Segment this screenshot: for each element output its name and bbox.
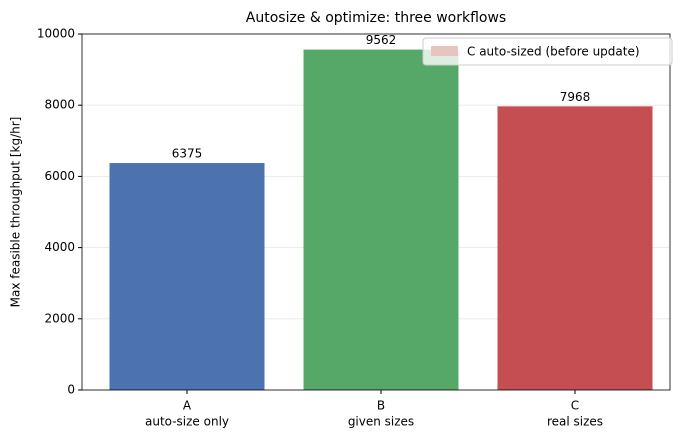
y-tick-label: 0 [67, 383, 75, 397]
legend-box [422, 37, 673, 66]
y-tick-label: 6000 [44, 169, 75, 183]
y-axis-label: Max feasible throughput [kg/hr] [9, 117, 23, 308]
legend-label: C auto-sized (before update) [467, 45, 640, 59]
x-tick-label: real sizes [547, 415, 603, 429]
x-tick-label: given sizes [348, 415, 414, 429]
chart-title: Autosize & optimize: three workflows [246, 10, 506, 26]
x-tick-label: C [571, 399, 579, 413]
x-tick-label: A [183, 399, 192, 413]
x-tick-label: auto-size only [145, 415, 229, 429]
value-label: 6375 [172, 147, 203, 161]
plot-frame [81, 33, 671, 391]
y-tick-label: 10000 [37, 27, 75, 41]
value-label: 9562 [366, 33, 397, 47]
x-tick-label: B [377, 399, 385, 413]
y-tick-label: 8000 [44, 98, 75, 112]
y-tick-label: 2000 [44, 311, 75, 325]
bar [497, 106, 653, 390]
y-tick-label: 4000 [44, 240, 75, 254]
bar [303, 49, 459, 390]
bar [109, 163, 265, 390]
legend-swatch [431, 46, 458, 56]
value-label: 7968 [560, 90, 591, 104]
